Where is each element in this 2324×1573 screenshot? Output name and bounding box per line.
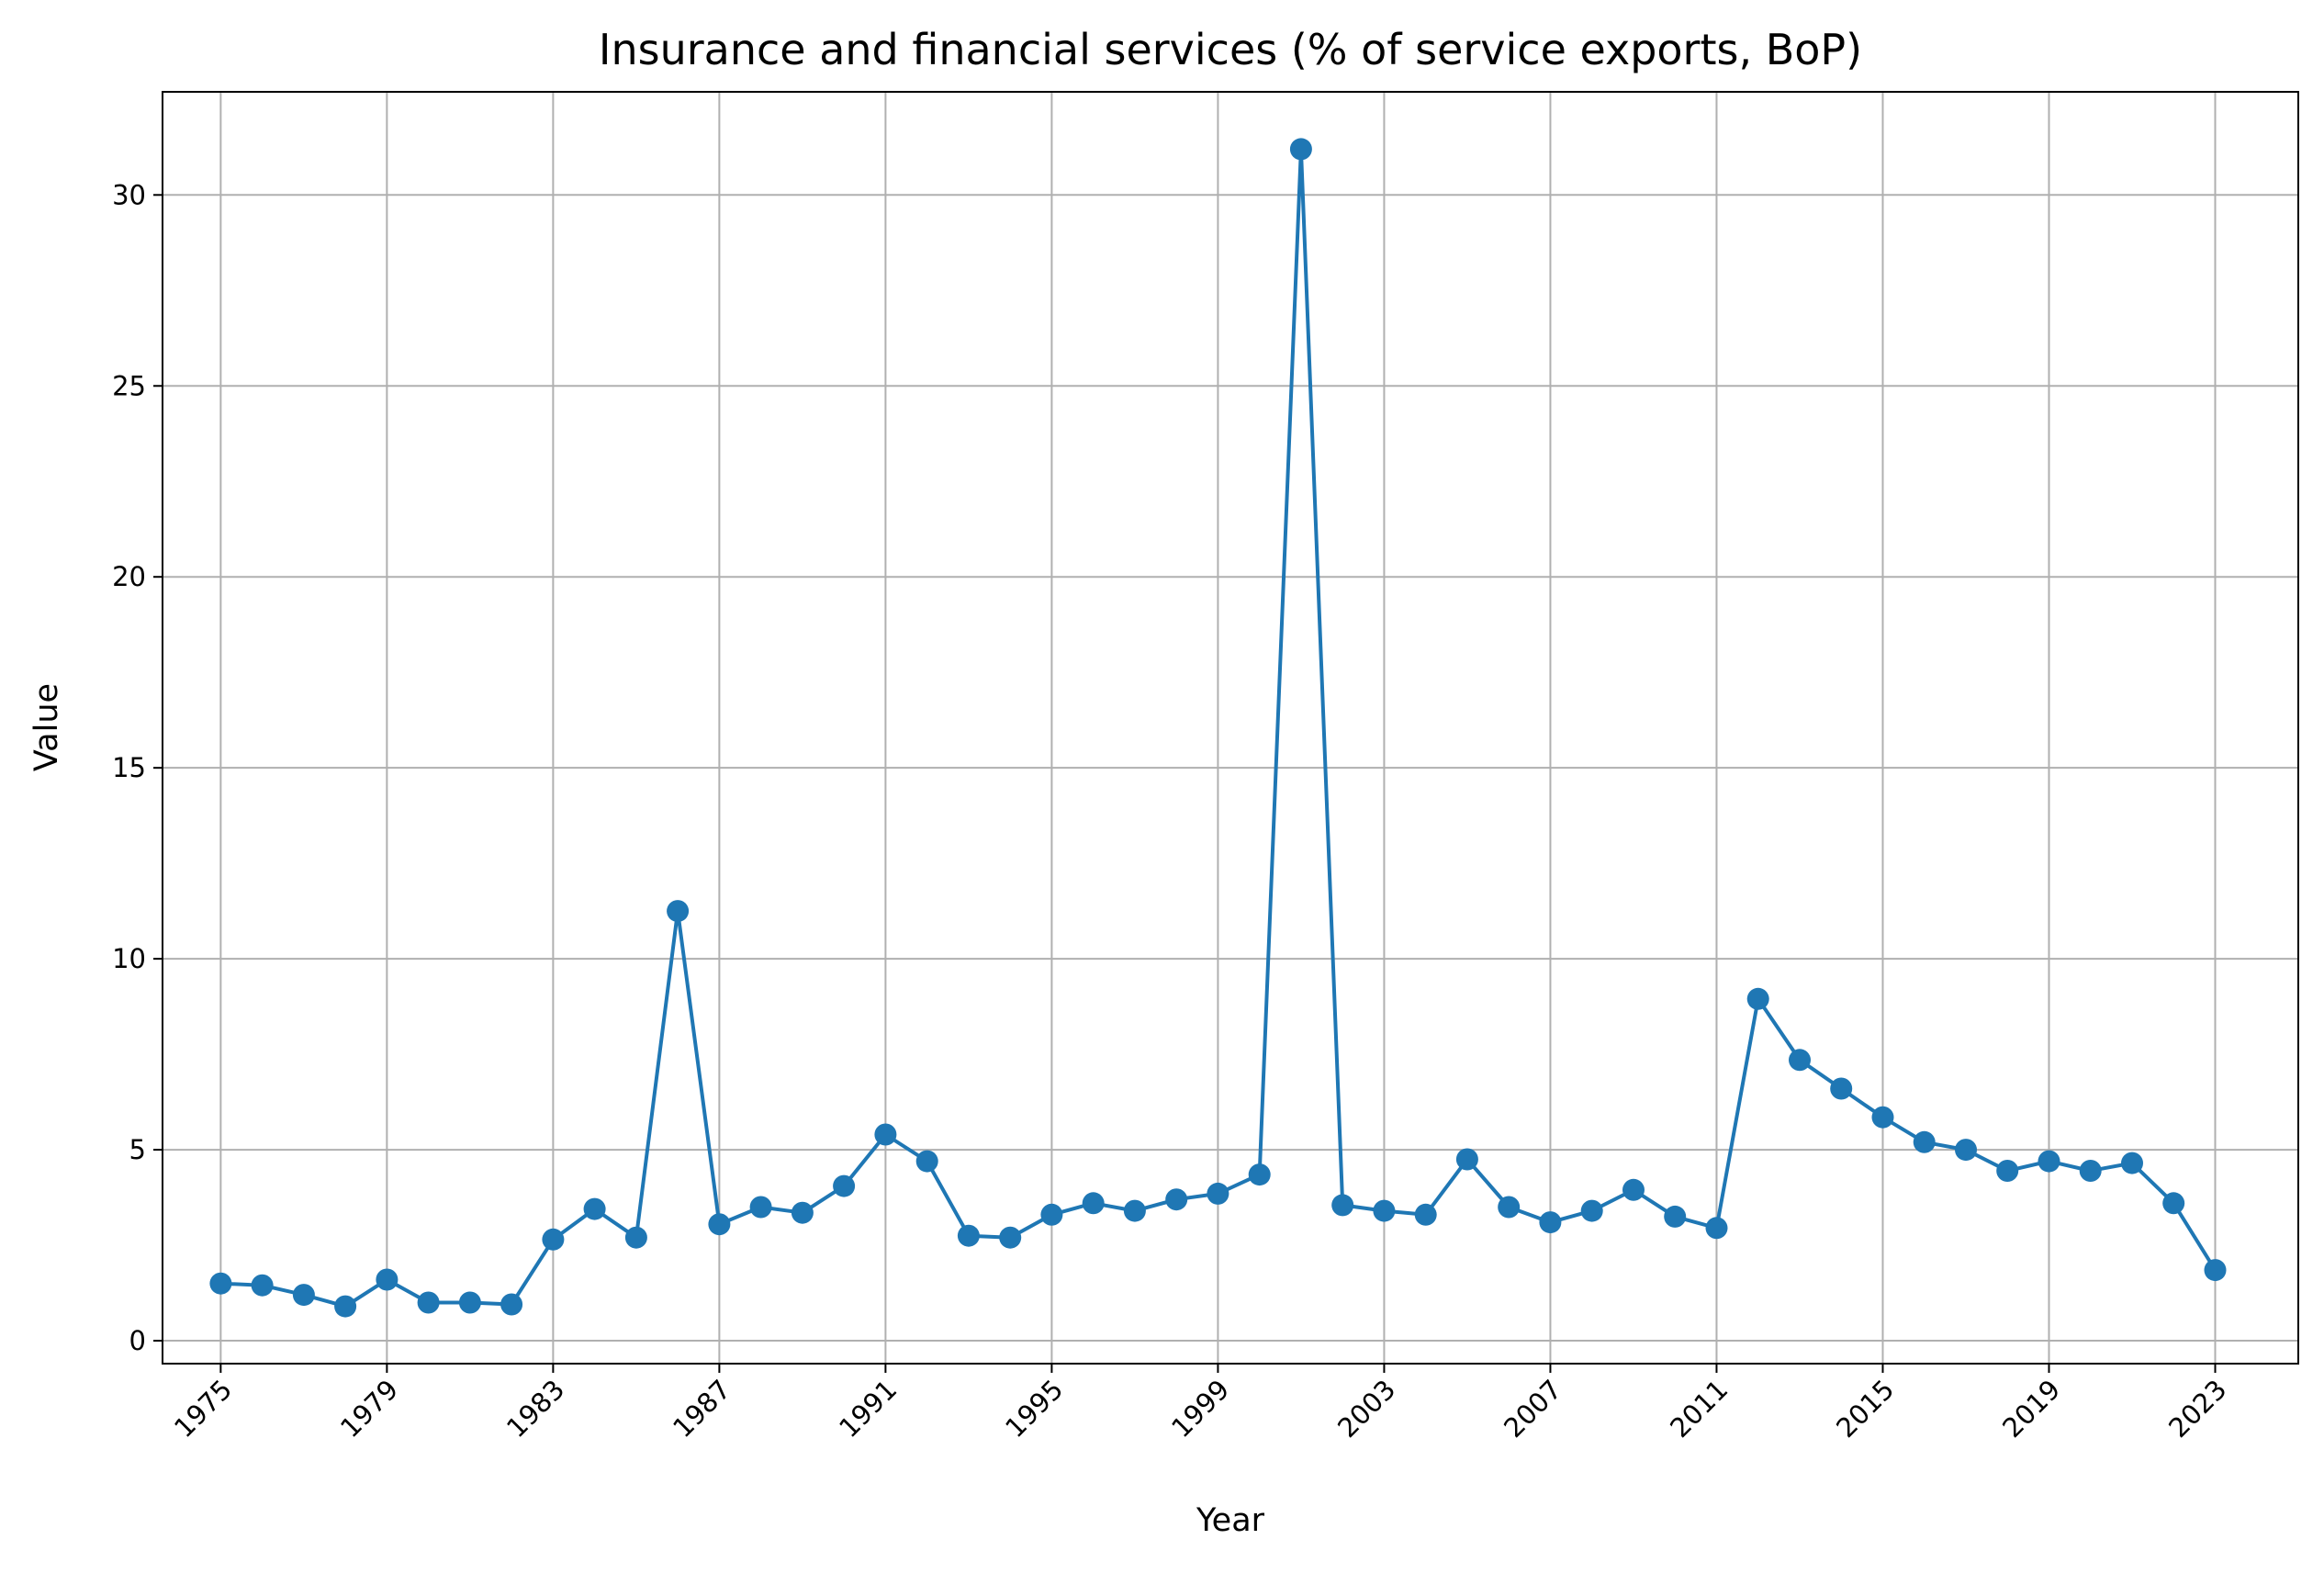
data-point [334,1295,357,1318]
y-tick-label: 30 [112,179,146,210]
x-axis-title: Year [1196,1502,1265,1539]
data-point [1289,138,1312,161]
data-point [915,1150,938,1173]
data-point [957,1224,980,1247]
data-point [1789,1049,1811,1072]
data-point [874,1123,897,1146]
plot-frame [162,91,2299,1365]
y-axis: 0 5 10 15 20 25 30 [112,179,163,1356]
grid [163,92,2298,1364]
data-point [833,1174,856,1197]
data-point [376,1268,399,1291]
data-point [1580,1199,1603,1222]
data-point [1955,1139,1977,1162]
data-point [1996,1160,2019,1182]
y-tick-label: 15 [112,752,146,783]
data-point [1498,1196,1521,1219]
data-point [708,1213,731,1236]
data-point [2204,1259,2227,1282]
data-point [542,1228,565,1251]
y-tick-label: 20 [112,561,146,592]
data-point [2038,1150,2060,1173]
data-point [1705,1217,1728,1240]
data-point [2079,1160,2102,1182]
data-point [1040,1203,1063,1226]
data-point [1455,1148,1478,1171]
data-point [1539,1211,1562,1234]
y-axis-title: Value [28,683,65,771]
series-layer [209,138,2227,1318]
y-tick-label: 10 [112,943,146,974]
data-point [624,1226,647,1249]
data-point [1913,1130,1936,1153]
data-point [1331,1194,1354,1217]
data-point [1165,1188,1188,1211]
data-point [1871,1106,1894,1129]
data-point [667,900,690,923]
data-point [2121,1152,2143,1174]
data-point [458,1291,481,1314]
data-point [999,1226,1022,1249]
chart-title: Insurance and financial services (% of s… [599,25,1862,74]
data-point [1746,987,1769,1010]
data-point [1414,1203,1437,1226]
data-point [1248,1163,1271,1186]
y-tick-label: 25 [112,370,146,401]
data-point [251,1274,274,1297]
data-point [791,1201,814,1224]
y-tick-label: 5 [129,1134,146,1165]
data-point [1123,1199,1146,1222]
data-point [417,1291,440,1314]
data-point [209,1272,232,1295]
data-point [1830,1077,1853,1100]
data-point [1373,1199,1396,1222]
y-tick-label: 0 [129,1325,146,1356]
data-point [1207,1182,1229,1205]
data-point [2162,1192,2185,1215]
data-point [500,1293,523,1316]
data-point [749,1196,772,1219]
data-point [1622,1178,1645,1201]
data-point [1082,1192,1105,1215]
data-point [1664,1205,1687,1228]
data-point [292,1284,315,1307]
data-point [583,1197,606,1220]
